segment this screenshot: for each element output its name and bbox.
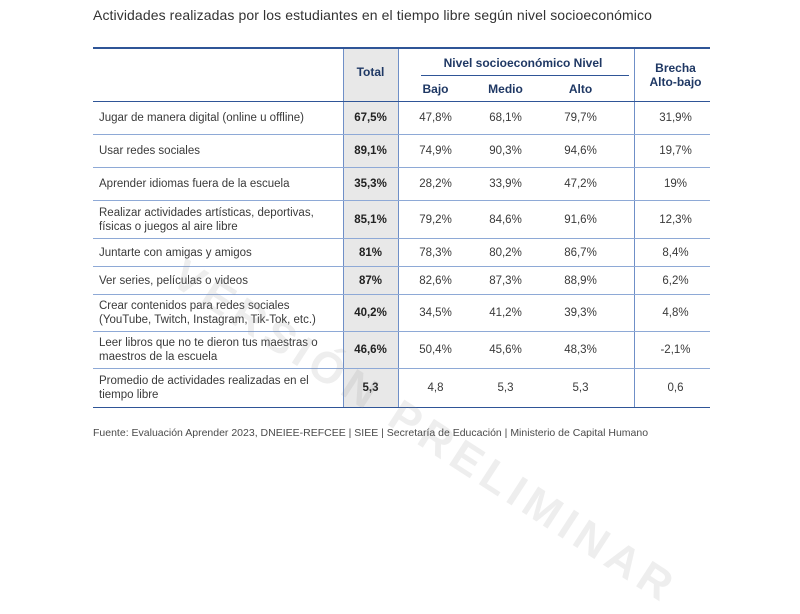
- cell-alto: 47,2%: [564, 178, 597, 190]
- table-row: Jugar de manera digital (online u offlin…: [93, 102, 710, 135]
- header-bottom-rule: [93, 101, 710, 102]
- cell-total: 85,1%: [354, 213, 387, 226]
- row-label: Ver series, películas o videos: [99, 274, 248, 287]
- cell-bajo: 47,8%: [419, 112, 452, 124]
- cell-medio: 5,3: [497, 382, 514, 394]
- row-label: Aprender idiomas fuera de la escuela: [99, 178, 290, 190]
- cell-brecha: 31,9%: [659, 112, 692, 124]
- cell-medio: 68,1%: [489, 112, 522, 124]
- cell-medio: 80,2%: [489, 246, 522, 259]
- table-top-rule: [93, 47, 710, 49]
- header-group: Nivel socioeconómico Nivel: [443, 56, 603, 70]
- cell-brecha: -2,1%: [660, 344, 691, 356]
- cell-alto: 79,7%: [564, 112, 597, 124]
- cell-total: 5,3: [362, 382, 379, 394]
- cell-alto: 5,3: [572, 382, 589, 394]
- cell-brecha: 0,6: [667, 382, 684, 394]
- cell-brecha: 19,7%: [659, 145, 692, 157]
- cell-brecha: 4,8%: [662, 307, 689, 319]
- row-label: Leer libros que no te dieron tus maestra…: [99, 337, 318, 363]
- table-row: Juntarte con amigas y amigos 81% 78,3% 8…: [93, 239, 710, 267]
- cell-alto: 39,3%: [564, 307, 597, 319]
- cell-bajo: 50,4%: [419, 344, 452, 356]
- table-row: Aprender idiomas fuera de la escuela 35,…: [93, 168, 710, 201]
- cell-bajo: 79,2%: [419, 213, 452, 226]
- row-label: Realizar actividades artísticas, deporti…: [99, 206, 314, 233]
- row-label: Usar redes sociales: [99, 145, 200, 157]
- cell-brecha: 6,2%: [662, 274, 689, 287]
- table-row: Promedio de actividades realizadas en el…: [93, 369, 710, 407]
- row-label: Jugar de manera digital (online u offlin…: [99, 112, 304, 124]
- row-label: Promedio de actividades realizadas en el…: [99, 375, 309, 401]
- group-header-rule: [421, 75, 629, 76]
- cell-total: 46,6%: [354, 344, 387, 356]
- column-divider: [398, 49, 399, 407]
- cell-alto: 48,3%: [564, 344, 597, 356]
- table-row: Crear contenidos para redes sociales (Yo…: [93, 295, 710, 332]
- table-row: Realizar actividades artísticas, deporti…: [93, 201, 710, 239]
- column-divider: [634, 49, 635, 407]
- row-label: Juntarte con amigas y amigos: [99, 246, 252, 259]
- table-row: Usar redes sociales 89,1% 74,9% 90,3% 94…: [93, 135, 710, 168]
- cell-total: 67,5%: [354, 112, 387, 124]
- table-bottom-rule: [93, 407, 710, 408]
- cell-medio: 45,6%: [489, 344, 522, 356]
- cell-brecha: 8,4%: [662, 246, 689, 259]
- cell-brecha: 19%: [663, 178, 688, 190]
- cell-alto: 94,6%: [564, 145, 597, 157]
- cell-medio: 41,2%: [489, 307, 522, 319]
- cell-bajo: 78,3%: [419, 246, 452, 259]
- cell-brecha: 12,3%: [659, 213, 692, 226]
- header-bajo: Bajo: [422, 82, 449, 96]
- cell-medio: 33,9%: [489, 178, 522, 190]
- table-row: Ver series, películas o videos 87% 82,6%…: [93, 267, 710, 295]
- cell-bajo: 82,6%: [419, 274, 452, 287]
- header-brecha-line2: Alto-bajo: [649, 75, 702, 89]
- header-medio: Medio: [488, 82, 523, 96]
- data-table: Total Nivel socioeconómico Nivel Bajo Me…: [93, 47, 710, 409]
- cell-alto: 86,7%: [564, 246, 597, 259]
- cell-bajo: 74,9%: [419, 145, 452, 157]
- row-label: Crear contenidos para redes sociales (Yo…: [99, 300, 316, 326]
- header-total: Total: [356, 65, 385, 79]
- table-title: Actividades realizadas por los estudiant…: [93, 7, 652, 23]
- source-note: Fuente: Evaluación Aprender 2023, DNEIEE…: [93, 427, 649, 439]
- cell-alto: 88,9%: [564, 274, 597, 287]
- table-row: Leer libros que no te dieron tus maestra…: [93, 332, 710, 369]
- cell-bajo: 4,8: [427, 382, 444, 394]
- cell-alto: 91,6%: [564, 213, 597, 226]
- cell-medio: 90,3%: [489, 145, 522, 157]
- column-divider: [343, 49, 344, 407]
- cell-medio: 84,6%: [489, 213, 522, 226]
- cell-bajo: 34,5%: [419, 307, 452, 319]
- cell-total: 81%: [358, 246, 383, 259]
- cell-total: 40,2%: [354, 307, 387, 319]
- cell-medio: 87,3%: [489, 274, 522, 287]
- header-alto: Alto: [568, 82, 593, 96]
- cell-bajo: 28,2%: [419, 178, 452, 190]
- total-column-shade: [343, 49, 398, 407]
- cell-total: 87%: [358, 274, 383, 287]
- cell-total: 89,1%: [354, 145, 387, 157]
- header-brecha-line1: Brecha: [655, 61, 696, 75]
- cell-total: 35,3%: [354, 178, 387, 190]
